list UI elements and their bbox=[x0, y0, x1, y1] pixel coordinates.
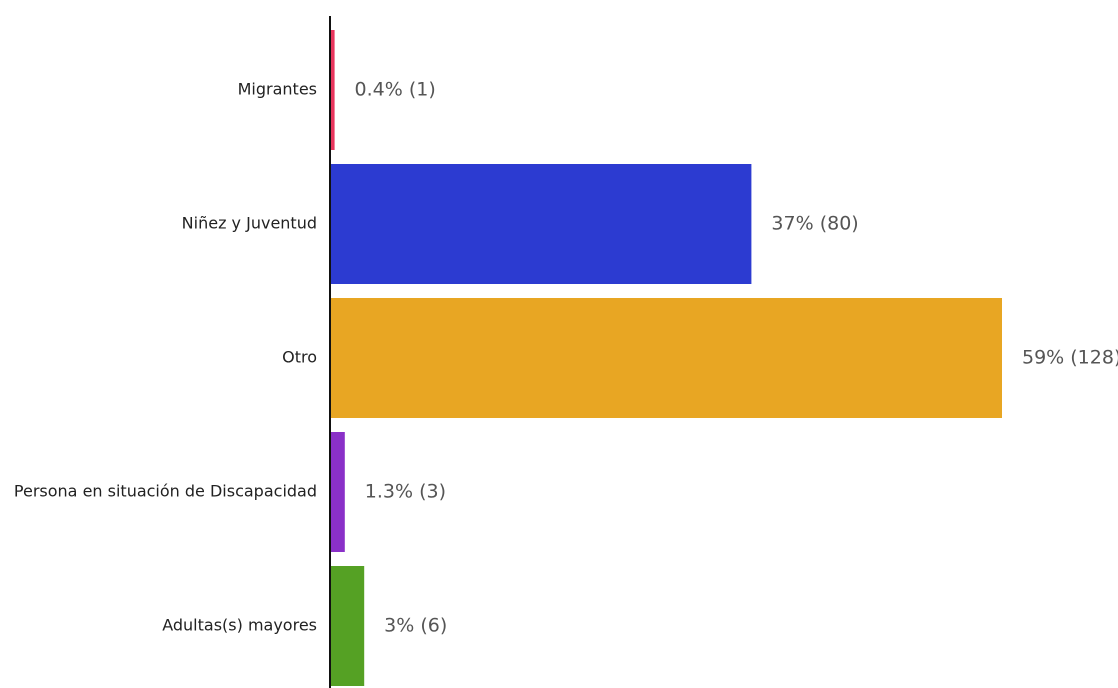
value-labels-group: 0.4% (1) 37% (80) 59% (128) 1.3% (3) 3% (6) bbox=[355, 79, 1118, 637]
value-label: 1.3% (3) bbox=[365, 481, 446, 503]
value-label: 3% (6) bbox=[384, 615, 447, 637]
value-label: 37% (80) bbox=[771, 213, 858, 235]
bar bbox=[330, 30, 335, 150]
bars-group bbox=[330, 30, 1002, 686]
value-label: 0.4% (1) bbox=[355, 79, 436, 101]
bar bbox=[330, 566, 365, 686]
bar bbox=[330, 298, 1002, 418]
bar bbox=[330, 164, 752, 284]
category-label: Persona en situación de Discapacidad bbox=[14, 482, 317, 501]
category-label: Adultas(s) mayores bbox=[162, 616, 317, 635]
bar bbox=[330, 432, 345, 552]
value-label: 59% (128) bbox=[1022, 347, 1118, 369]
category-label: Otro bbox=[282, 348, 317, 367]
category-label: Niñez y Juventud bbox=[182, 214, 317, 233]
category-labels-group: Migrantes Niñez y Juventud Otro Persona en … bbox=[14, 80, 317, 635]
category-label: Migrantes bbox=[238, 80, 317, 99]
